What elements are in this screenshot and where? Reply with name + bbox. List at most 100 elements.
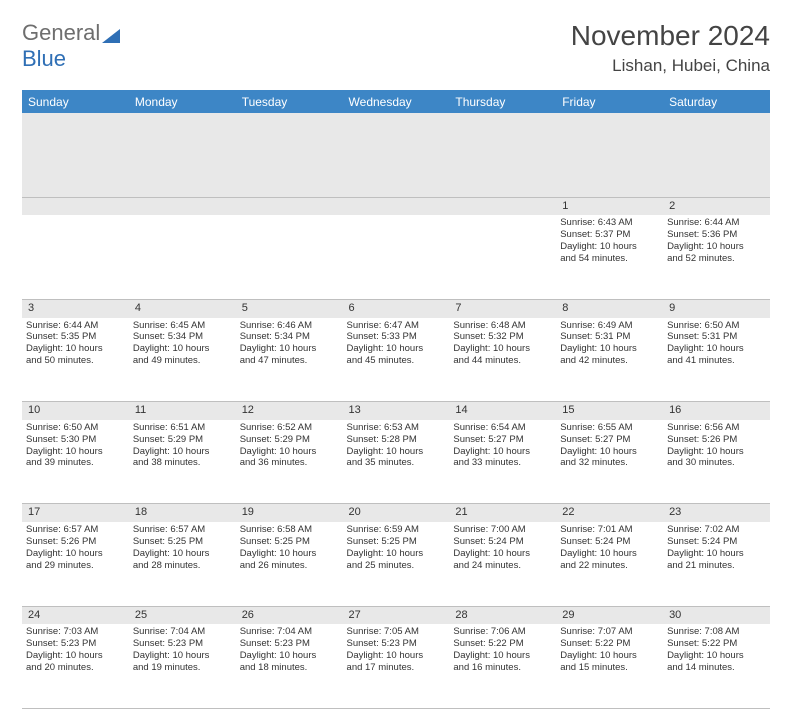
day2-label: and 26 minutes. bbox=[240, 560, 339, 572]
day2-label: and 41 minutes. bbox=[667, 355, 766, 367]
day1-label: Daylight: 10 hours bbox=[453, 650, 552, 662]
day1-label: Daylight: 10 hours bbox=[667, 650, 766, 662]
sunset-label: Sunset: 5:35 PM bbox=[26, 331, 125, 343]
day1-label: Daylight: 10 hours bbox=[133, 343, 232, 355]
sunrise-label: Sunrise: 6:48 AM bbox=[453, 320, 552, 332]
day-number: 11 bbox=[129, 402, 236, 420]
day1-label: Daylight: 10 hours bbox=[26, 548, 125, 560]
day-number: 15 bbox=[556, 402, 663, 420]
sunrise-label: Sunrise: 6:56 AM bbox=[667, 422, 766, 434]
day-number: 18 bbox=[129, 504, 236, 522]
day-number: 22 bbox=[556, 504, 663, 522]
daynum-row: 17181920212223 bbox=[22, 504, 770, 522]
week-row: Sunrise: 7:03 AMSunset: 5:23 PMDaylight:… bbox=[22, 624, 770, 708]
sunrise-label: Sunrise: 7:01 AM bbox=[560, 524, 659, 536]
day-number: 27 bbox=[343, 606, 450, 624]
day-cell: Sunrise: 6:59 AMSunset: 5:25 PMDaylight:… bbox=[343, 522, 450, 606]
day-number: 29 bbox=[556, 606, 663, 624]
day1-label: Daylight: 10 hours bbox=[560, 446, 659, 458]
sunset-label: Sunset: 5:31 PM bbox=[560, 331, 659, 343]
day2-label: and 50 minutes. bbox=[26, 355, 125, 367]
week-row: Sunrise: 6:57 AMSunset: 5:26 PMDaylight:… bbox=[22, 522, 770, 606]
sunrise-label: Sunrise: 6:52 AM bbox=[240, 422, 339, 434]
day-number: 9 bbox=[663, 299, 770, 317]
sunset-label: Sunset: 5:33 PM bbox=[347, 331, 446, 343]
weekday-friday: Friday bbox=[556, 91, 663, 114]
day2-label: and 44 minutes. bbox=[453, 355, 552, 367]
day2-label: and 14 minutes. bbox=[667, 662, 766, 674]
daynum-row: 10111213141516 bbox=[22, 402, 770, 420]
day-number: 20 bbox=[343, 504, 450, 522]
day2-label: and 47 minutes. bbox=[240, 355, 339, 367]
sunrise-label: Sunrise: 7:03 AM bbox=[26, 626, 125, 638]
day-cell: Sunrise: 7:04 AMSunset: 5:23 PMDaylight:… bbox=[129, 624, 236, 708]
day-number: 6 bbox=[343, 299, 450, 317]
sunset-label: Sunset: 5:24 PM bbox=[560, 536, 659, 548]
daynum-row: 12 bbox=[22, 197, 770, 215]
sunset-label: Sunset: 5:27 PM bbox=[560, 434, 659, 446]
day-number: 14 bbox=[449, 402, 556, 420]
day-cell: Sunrise: 7:08 AMSunset: 5:22 PMDaylight:… bbox=[663, 624, 770, 708]
sunrise-label: Sunrise: 6:44 AM bbox=[667, 217, 766, 229]
day1-label: Daylight: 10 hours bbox=[240, 446, 339, 458]
day-cell: Sunrise: 6:54 AMSunset: 5:27 PMDaylight:… bbox=[449, 420, 556, 504]
day2-label: and 36 minutes. bbox=[240, 457, 339, 469]
calendar-table: Sunday Monday Tuesday Wednesday Thursday… bbox=[22, 90, 770, 709]
day1-label: Daylight: 10 hours bbox=[667, 446, 766, 458]
day-cell: Sunrise: 6:51 AMSunset: 5:29 PMDaylight:… bbox=[129, 420, 236, 504]
day1-label: Daylight: 10 hours bbox=[240, 650, 339, 662]
daynum-row: 3456789 bbox=[22, 299, 770, 317]
sunset-label: Sunset: 5:23 PM bbox=[240, 638, 339, 650]
sunrise-label: Sunrise: 6:44 AM bbox=[26, 320, 125, 332]
day-number bbox=[343, 197, 450, 215]
week-row: Sunrise: 6:50 AMSunset: 5:30 PMDaylight:… bbox=[22, 420, 770, 504]
day-number: 24 bbox=[22, 606, 129, 624]
day-number: 10 bbox=[22, 402, 129, 420]
sunset-label: Sunset: 5:28 PM bbox=[347, 434, 446, 446]
sunrise-label: Sunrise: 6:57 AM bbox=[133, 524, 232, 536]
sunset-label: Sunset: 5:22 PM bbox=[560, 638, 659, 650]
sunset-label: Sunset: 5:23 PM bbox=[133, 638, 232, 650]
day-number: 28 bbox=[449, 606, 556, 624]
day-cell: Sunrise: 6:47 AMSunset: 5:33 PMDaylight:… bbox=[343, 318, 450, 402]
day1-label: Daylight: 10 hours bbox=[347, 343, 446, 355]
day-cell: Sunrise: 7:00 AMSunset: 5:24 PMDaylight:… bbox=[449, 522, 556, 606]
day-cell: Sunrise: 6:45 AMSunset: 5:34 PMDaylight:… bbox=[129, 318, 236, 402]
day-number: 25 bbox=[129, 606, 236, 624]
day1-label: Daylight: 10 hours bbox=[347, 548, 446, 560]
weekday-wednesday: Wednesday bbox=[343, 91, 450, 114]
day2-label: and 32 minutes. bbox=[560, 457, 659, 469]
day2-label: and 29 minutes. bbox=[26, 560, 125, 572]
sunrise-label: Sunrise: 6:54 AM bbox=[453, 422, 552, 434]
sunset-label: Sunset: 5:22 PM bbox=[453, 638, 552, 650]
calendar-body: 12Sunrise: 6:43 AMSunset: 5:37 PMDayligh… bbox=[22, 197, 770, 708]
month-title: November 2024 bbox=[571, 20, 770, 52]
sunrise-label: Sunrise: 6:57 AM bbox=[26, 524, 125, 536]
day-cell: Sunrise: 7:06 AMSunset: 5:22 PMDaylight:… bbox=[449, 624, 556, 708]
day1-label: Daylight: 10 hours bbox=[26, 650, 125, 662]
sunset-label: Sunset: 5:36 PM bbox=[667, 229, 766, 241]
sunset-label: Sunset: 5:34 PM bbox=[133, 331, 232, 343]
day2-label: and 54 minutes. bbox=[560, 253, 659, 265]
calendar-page: General Blue November 2024 Lishan, Hubei… bbox=[0, 0, 792, 719]
day2-label: and 21 minutes. bbox=[667, 560, 766, 572]
day1-label: Daylight: 10 hours bbox=[560, 241, 659, 253]
day1-label: Daylight: 10 hours bbox=[133, 446, 232, 458]
day-cell bbox=[449, 215, 556, 299]
day2-label: and 19 minutes. bbox=[133, 662, 232, 674]
day1-label: Daylight: 10 hours bbox=[453, 548, 552, 560]
sunset-label: Sunset: 5:24 PM bbox=[667, 536, 766, 548]
day-cell: Sunrise: 6:58 AMSunset: 5:25 PMDaylight:… bbox=[236, 522, 343, 606]
sunset-label: Sunset: 5:25 PM bbox=[133, 536, 232, 548]
day-cell: Sunrise: 6:55 AMSunset: 5:27 PMDaylight:… bbox=[556, 420, 663, 504]
sunrise-label: Sunrise: 7:00 AM bbox=[453, 524, 552, 536]
day1-label: Daylight: 10 hours bbox=[240, 343, 339, 355]
sunset-label: Sunset: 5:23 PM bbox=[347, 638, 446, 650]
day-cell: Sunrise: 6:44 AMSunset: 5:35 PMDaylight:… bbox=[22, 318, 129, 402]
sunrise-label: Sunrise: 6:51 AM bbox=[133, 422, 232, 434]
day-number: 23 bbox=[663, 504, 770, 522]
sunset-label: Sunset: 5:27 PM bbox=[453, 434, 552, 446]
day2-label: and 30 minutes. bbox=[667, 457, 766, 469]
day2-label: and 35 minutes. bbox=[347, 457, 446, 469]
day-number: 30 bbox=[663, 606, 770, 624]
